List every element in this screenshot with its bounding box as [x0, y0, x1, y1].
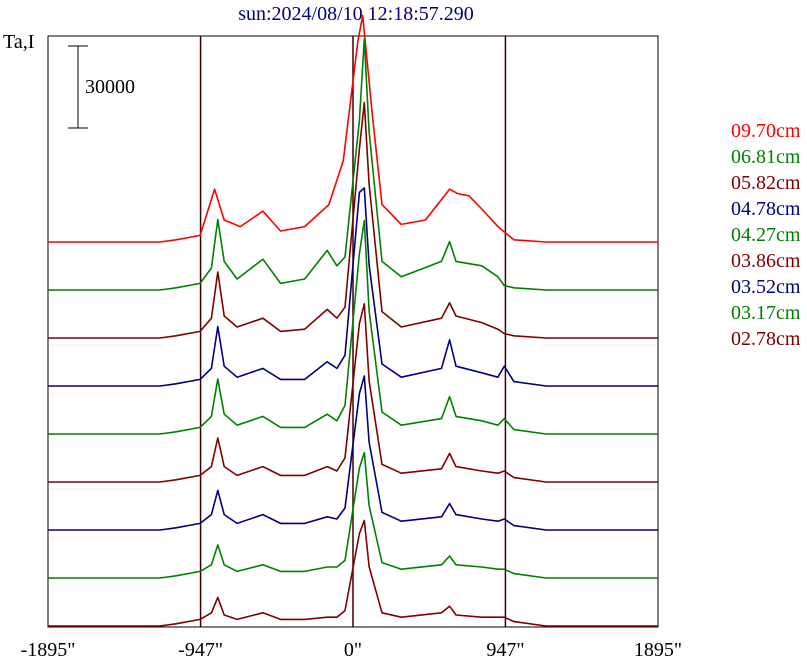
series-line-7: [48, 451, 658, 579]
x-tick-label-2: 0": [344, 639, 362, 661]
x-tick-label-4: 1895": [634, 639, 682, 661]
series-line-4: [48, 219, 658, 435]
series-line-2: [48, 101, 658, 339]
y-axis-label: Ta,I: [3, 31, 34, 53]
legend: 09.70cm 06.81cm 05.82cm 04.78cm 04.27cm 03.86…: [731, 120, 801, 350]
scale-bar-label: 30000: [85, 76, 135, 98]
series-line-8: [48, 519, 658, 627]
legend-entry-5: 03.86cm: [731, 250, 801, 272]
legend-entry-0: 09.70cm: [731, 120, 801, 142]
x-axis-ticks: -1895" -947" 0" 947" 1895": [21, 639, 683, 661]
series-line-1: [48, 38, 658, 291]
series-lines: [48, 14, 658, 627]
legend-entry-4: 04.27cm: [731, 224, 801, 246]
chart-title: sun:2024/08/10 12:18:57.290: [238, 3, 474, 25]
series-line-0: [48, 14, 658, 243]
legend-entry-2: 05.82cm: [731, 172, 801, 194]
legend-entry-6: 03.52cm: [731, 276, 801, 298]
legend-entry-8: 02.78cm: [731, 328, 801, 350]
x-tick-label-0: -1895": [21, 639, 76, 661]
legend-entry-3: 04.78cm: [731, 198, 801, 220]
series-line-6: [48, 375, 658, 531]
x-tick-label-1: -947": [178, 639, 223, 661]
series-line-3: [48, 187, 658, 387]
x-tick-label-3: 947": [486, 639, 524, 661]
legend-entry-1: 06.81cm: [731, 146, 801, 168]
legend-entry-7: 03.17cm: [731, 302, 801, 324]
series-line-5: [48, 302, 658, 483]
